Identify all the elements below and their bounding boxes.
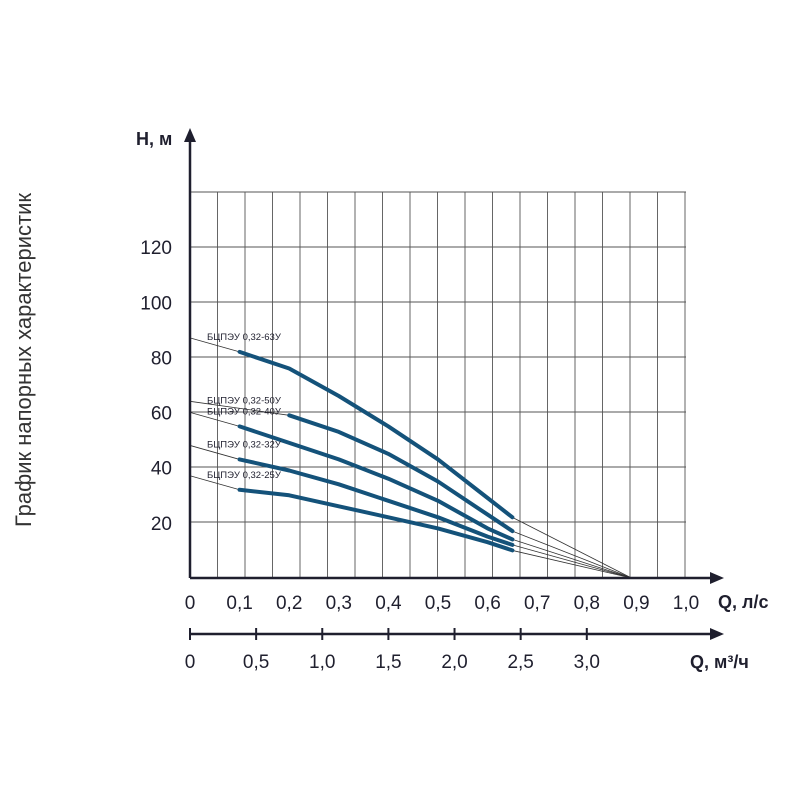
y-tick-label: 40 (151, 459, 172, 480)
curves (237, 349, 515, 553)
series-line (237, 349, 515, 520)
y-tick-label: 120 (140, 238, 172, 259)
x2-tick-label: 2,5 (507, 652, 533, 673)
series-line (237, 487, 515, 553)
x2-tick-label: 1,5 (375, 652, 401, 673)
shutoff-guide-line (512, 550, 632, 579)
grid (190, 191, 686, 578)
x2-tick-label: 0,5 (243, 652, 269, 673)
shutoff-guide-line (512, 544, 632, 579)
x-tick-label: 0,8 (574, 593, 600, 614)
x-tick-label: 0,6 (474, 593, 500, 614)
label-leader-line (189, 337, 240, 353)
x-tick-label: 0,4 (375, 593, 402, 614)
shutoff-guide-line (512, 516, 632, 579)
x2-tick-label: 2,0 (441, 652, 467, 673)
side-title: График напорных характеристик (11, 193, 36, 527)
series-line (287, 413, 515, 534)
x2-tick-label: 0 (185, 652, 196, 673)
y-tick-label: 80 (151, 348, 172, 369)
y-tick-label: 60 (151, 404, 172, 425)
y-tick-label: 100 (140, 293, 172, 314)
x-tick-label: 0 (185, 593, 196, 614)
x-axis-title: Q, л/с (718, 592, 768, 612)
series-label: БЦПЭУ 0,32-40У (207, 406, 282, 417)
x-tick-label: 1,0 (673, 593, 699, 614)
shutoff-guide-line (512, 530, 632, 579)
label-leader-line (189, 400, 290, 416)
x2-axis-arrow (710, 628, 724, 640)
axes (184, 128, 724, 640)
y-axis-title: H, м (136, 129, 172, 149)
x-tick-label: 0,3 (326, 593, 352, 614)
series-line (237, 424, 515, 542)
series-label: БЦПЭУ 0,32-63У (207, 332, 282, 343)
x-tick-label: 0,5 (425, 593, 451, 614)
label-leader-line (189, 475, 240, 491)
shutoff-guide-line (512, 539, 632, 579)
y-tick-label: 20 (151, 514, 172, 535)
x-tick-label: 0,9 (623, 593, 649, 614)
y-axis-arrow (184, 128, 196, 142)
series-label: БЦПЭУ 0,32-50У (207, 395, 282, 406)
series-line (237, 457, 515, 547)
shutoff-guides (189, 337, 632, 579)
x2-tick-label: 3,0 (574, 652, 600, 673)
x-tick-label: 0,7 (524, 593, 550, 614)
label-leader-line (189, 411, 240, 427)
x2-axis-title: Q, м³/ч (690, 652, 749, 672)
label-leader-line (189, 445, 240, 460)
x-tick-label: 0,2 (276, 593, 302, 614)
series-label: БЦПЭУ 0,32-32У (207, 439, 282, 450)
x-axis-arrow (710, 572, 724, 584)
tick-labels: 20 40 60 80 100 120 0 0,1 0,2 0,3 0,4 0,5 0,6 0,7 0,8 0… (140, 238, 699, 673)
x-tick-label: 0,1 (226, 593, 252, 614)
series-label: БЦПЭУ 0,32-25У (207, 470, 282, 481)
x2-tick-label: 1,0 (309, 652, 335, 673)
